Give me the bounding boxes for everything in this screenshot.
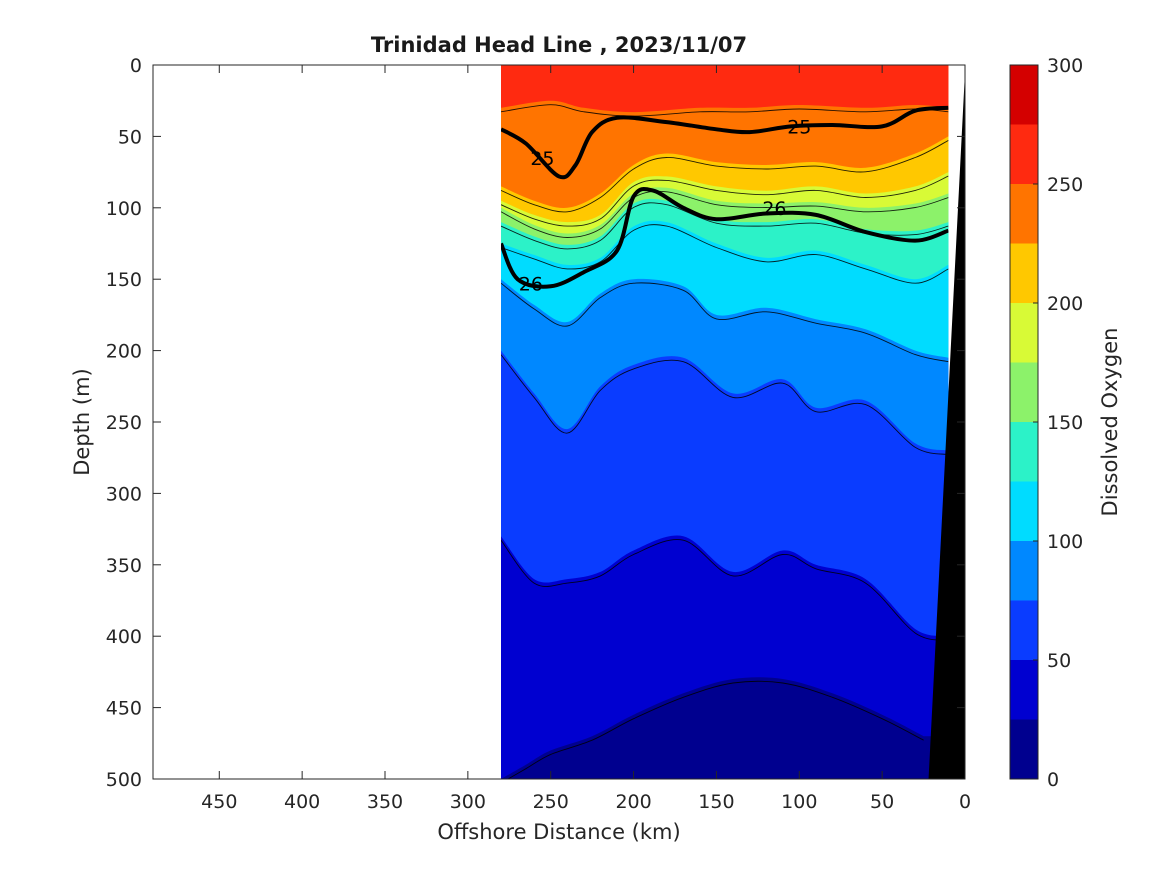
x-tick-label: 150 xyxy=(698,791,734,813)
y-axis: 0 50 100 150 200 250 300 350 400 450 500 xyxy=(106,55,965,791)
colorbar-tick-label: 250 xyxy=(1047,174,1083,196)
colorbar-tick-label: 100 xyxy=(1047,531,1083,553)
y-axis-label: Depth (m) xyxy=(70,368,94,475)
density-contour-label: 26 xyxy=(519,273,543,295)
x-tick-label: 200 xyxy=(615,791,651,813)
colorbar-swatch xyxy=(1010,481,1038,541)
colorbar: 0 50 100 150 200 250 300 xyxy=(1009,55,1083,791)
thin-contour-line xyxy=(501,282,949,363)
oxygen-fill-layer xyxy=(501,65,949,779)
colorbar-swatch xyxy=(1010,422,1038,482)
oxygen-band-250 xyxy=(501,65,949,113)
thin-contour-line xyxy=(501,190,949,238)
thin-contour-line xyxy=(507,680,924,779)
x-axis-label: Offshore Distance (km) xyxy=(437,820,680,844)
colorbar-tick-label: 0 xyxy=(1047,769,1059,791)
x-axis: 450 400 350 300 250 200 150 100 50 0 xyxy=(201,65,971,813)
x-tick-label: 450 xyxy=(201,791,237,813)
density-contour-26 xyxy=(501,187,949,289)
density-contour-layer: 25 25 26 26 xyxy=(501,104,949,779)
colorbar-swatch xyxy=(1010,541,1038,601)
y-tick-label: 150 xyxy=(106,269,142,291)
thin-contour-line xyxy=(501,539,949,641)
thin-contour-line xyxy=(501,175,949,227)
thin-contour-line xyxy=(501,140,949,213)
y-tick-label: 400 xyxy=(106,626,142,648)
x-tick-label: 100 xyxy=(781,791,817,813)
thin-contour-line xyxy=(501,224,949,284)
x-tick-label: 50 xyxy=(870,791,894,813)
x-tick-label: 400 xyxy=(284,791,320,813)
x-tick-label: 0 xyxy=(959,791,971,813)
x-tick-label: 250 xyxy=(533,791,569,813)
thin-contour-line xyxy=(501,104,949,117)
chart-title: Trinidad Head Line , 2023/11/07 xyxy=(371,33,747,57)
bathymetry-layer xyxy=(928,65,965,779)
colorbar-swatch xyxy=(1010,65,1038,125)
y-tick-label: 450 xyxy=(106,698,142,720)
colorbar-swatch xyxy=(1010,184,1038,244)
colorbar-swatch xyxy=(1010,660,1038,720)
y-tick-label: 100 xyxy=(106,198,142,220)
density-contour-label: 26 xyxy=(762,198,786,220)
density-contour-label: 25 xyxy=(530,148,554,170)
colorbar-swatch xyxy=(1010,362,1038,422)
colorbar-swatch xyxy=(1010,243,1038,303)
colorbar-tick-label: 50 xyxy=(1047,650,1071,672)
y-tick-label: 50 xyxy=(118,126,142,148)
thin-contour-line xyxy=(501,354,949,456)
x-tick-label: 350 xyxy=(367,791,403,813)
y-tick-label: 500 xyxy=(106,769,142,791)
y-tick-label: 300 xyxy=(106,483,142,505)
bathymetry-wedge xyxy=(928,65,965,779)
colorbar-swatch xyxy=(1010,124,1038,184)
y-tick-label: 200 xyxy=(106,341,142,363)
colorbar-swatch xyxy=(1010,303,1038,363)
x-tick-label: 300 xyxy=(450,791,486,813)
colorbar-swatch xyxy=(1010,600,1038,660)
colorbar-label: Dissolved Oxygen xyxy=(1098,328,1122,517)
colorbar-tick-label: 300 xyxy=(1047,55,1083,77)
density-contour-25 xyxy=(501,105,949,180)
colorbar-swatch xyxy=(1010,719,1038,779)
density-contour-label: 25 xyxy=(787,116,811,138)
y-tick-label: 0 xyxy=(130,55,142,77)
y-tick-label: 250 xyxy=(106,412,142,434)
colorbar-tick-label: 200 xyxy=(1047,293,1083,315)
y-tick-label: 350 xyxy=(106,555,142,577)
colorbar-tick-label: 150 xyxy=(1047,412,1083,434)
